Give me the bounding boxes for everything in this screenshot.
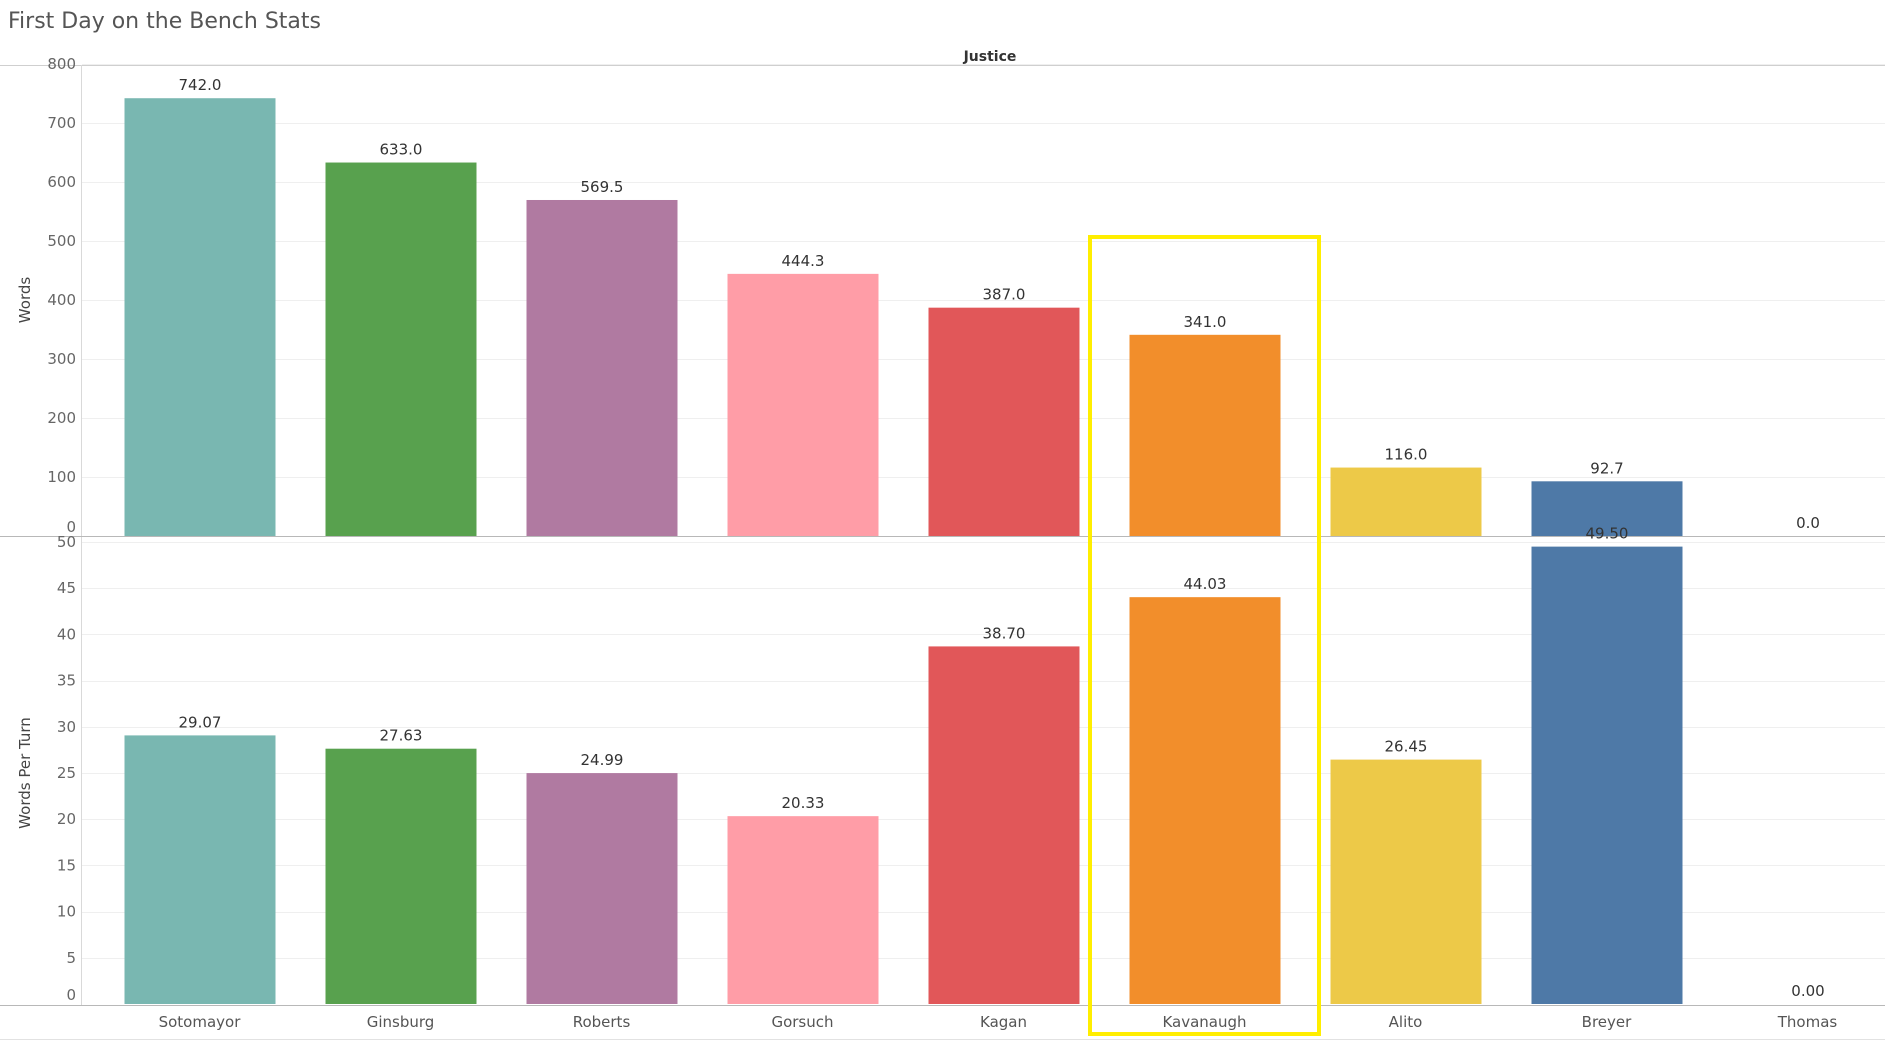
data-label-kavanaugh: 44.03 <box>1184 575 1227 593</box>
x-tick-label-ginsburg: Ginsburg <box>367 1013 435 1031</box>
bar-kagan[interactable] <box>928 646 1080 1004</box>
data-label-kavanaugh: 341.0 <box>1184 313 1227 331</box>
bar-alito[interactable] <box>1330 467 1482 536</box>
data-label-breyer: 92.7 <box>1590 459 1623 477</box>
bar-kagan[interactable] <box>928 307 1080 536</box>
y-tick-label: 300 <box>47 350 76 368</box>
column-header: Justice <box>963 49 1017 65</box>
bar-gorsuch[interactable] <box>727 816 879 1004</box>
y-tick-label: 50 <box>57 533 76 551</box>
y-tick-label: 400 <box>47 291 76 309</box>
y-tick-label: 30 <box>57 718 76 736</box>
x-tick-label-alito: Alito <box>1389 1013 1423 1031</box>
data-label-sotomayor: 742.0 <box>179 76 222 94</box>
data-label-roberts: 569.5 <box>581 178 624 196</box>
y-tick-label: 10 <box>57 903 76 921</box>
bar-sotomayor[interactable] <box>124 98 276 536</box>
data-label-gorsuch: 444.3 <box>782 252 825 270</box>
data-label-ginsburg: 27.63 <box>380 727 423 745</box>
y-tick-label: 0 <box>66 518 76 536</box>
bar-roberts[interactable] <box>526 773 678 1004</box>
chart-title: First Day on the Bench Stats <box>8 9 321 34</box>
bar-gorsuch[interactable] <box>727 273 879 536</box>
y-tick-label: 100 <box>47 468 76 486</box>
y-tick-label: 40 <box>57 625 76 643</box>
y-tick-label: 700 <box>47 114 76 132</box>
data-label-kagan: 38.70 <box>983 624 1026 642</box>
y-tick-label: 25 <box>57 764 76 782</box>
y-tick-label: 15 <box>57 856 76 874</box>
data-label-ginsburg: 633.0 <box>380 141 423 159</box>
data-label-thomas: 0.00 <box>1791 982 1824 1000</box>
y-tick-label: 800 <box>47 55 76 73</box>
data-label-breyer: 49.50 <box>1586 525 1629 543</box>
highlight-box <box>1088 235 1321 1036</box>
bar-ginsburg[interactable] <box>325 748 477 1004</box>
x-tick-label-gorsuch: Gorsuch <box>771 1013 833 1031</box>
y-tick-label: 35 <box>57 672 76 690</box>
y-tick-label: 600 <box>47 173 76 191</box>
y-tick-label: 20 <box>57 810 76 828</box>
data-label-roberts: 24.99 <box>581 751 624 769</box>
bar-sotomayor[interactable] <box>124 735 276 1004</box>
x-tick-label-sotomayor: Sotomayor <box>159 1013 242 1031</box>
bar-ginsburg[interactable] <box>325 162 477 536</box>
bar-alito[interactable] <box>1330 759 1482 1004</box>
bar-kavanaugh[interactable] <box>1129 597 1281 1004</box>
data-label-thomas: 0.0 <box>1796 514 1820 532</box>
bar-roberts[interactable] <box>526 199 678 536</box>
x-tick-label-thomas: Thomas <box>1777 1013 1838 1031</box>
y-tick-label: 45 <box>57 579 76 597</box>
x-tick-label-kavanaugh: Kavanaugh <box>1162 1013 1246 1031</box>
y-tick-label: 5 <box>66 949 76 967</box>
bar-breyer[interactable] <box>1531 546 1683 1004</box>
data-label-sotomayor: 29.07 <box>179 713 222 731</box>
y-axis-title: Words <box>16 277 34 324</box>
y-tick-label: 500 <box>47 232 76 250</box>
bar-breyer[interactable] <box>1531 481 1683 536</box>
y-tick-label: 200 <box>47 409 76 427</box>
y-tick-label: 0 <box>66 986 76 1004</box>
y-axis-title: Words Per Turn <box>16 717 34 829</box>
data-label-alito: 116.0 <box>1385 446 1428 464</box>
data-label-gorsuch: 20.33 <box>782 794 825 812</box>
data-label-kagan: 387.0 <box>983 286 1026 304</box>
x-tick-label-kagan: Kagan <box>980 1013 1027 1031</box>
data-label-alito: 26.45 <box>1385 738 1428 756</box>
x-tick-label-breyer: Breyer <box>1582 1013 1632 1031</box>
x-tick-label-roberts: Roberts <box>573 1013 631 1031</box>
bar-kavanaugh[interactable] <box>1129 334 1281 536</box>
